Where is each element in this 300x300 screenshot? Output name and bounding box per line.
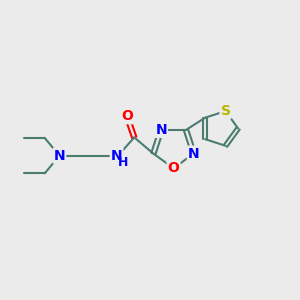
Text: S: S bbox=[220, 104, 230, 118]
Text: O: O bbox=[168, 161, 179, 175]
Text: O: O bbox=[121, 109, 133, 123]
Text: N: N bbox=[155, 123, 167, 137]
Text: H: H bbox=[118, 156, 128, 169]
Text: N: N bbox=[54, 149, 65, 163]
Text: N: N bbox=[188, 147, 200, 160]
Text: N: N bbox=[111, 149, 122, 163]
